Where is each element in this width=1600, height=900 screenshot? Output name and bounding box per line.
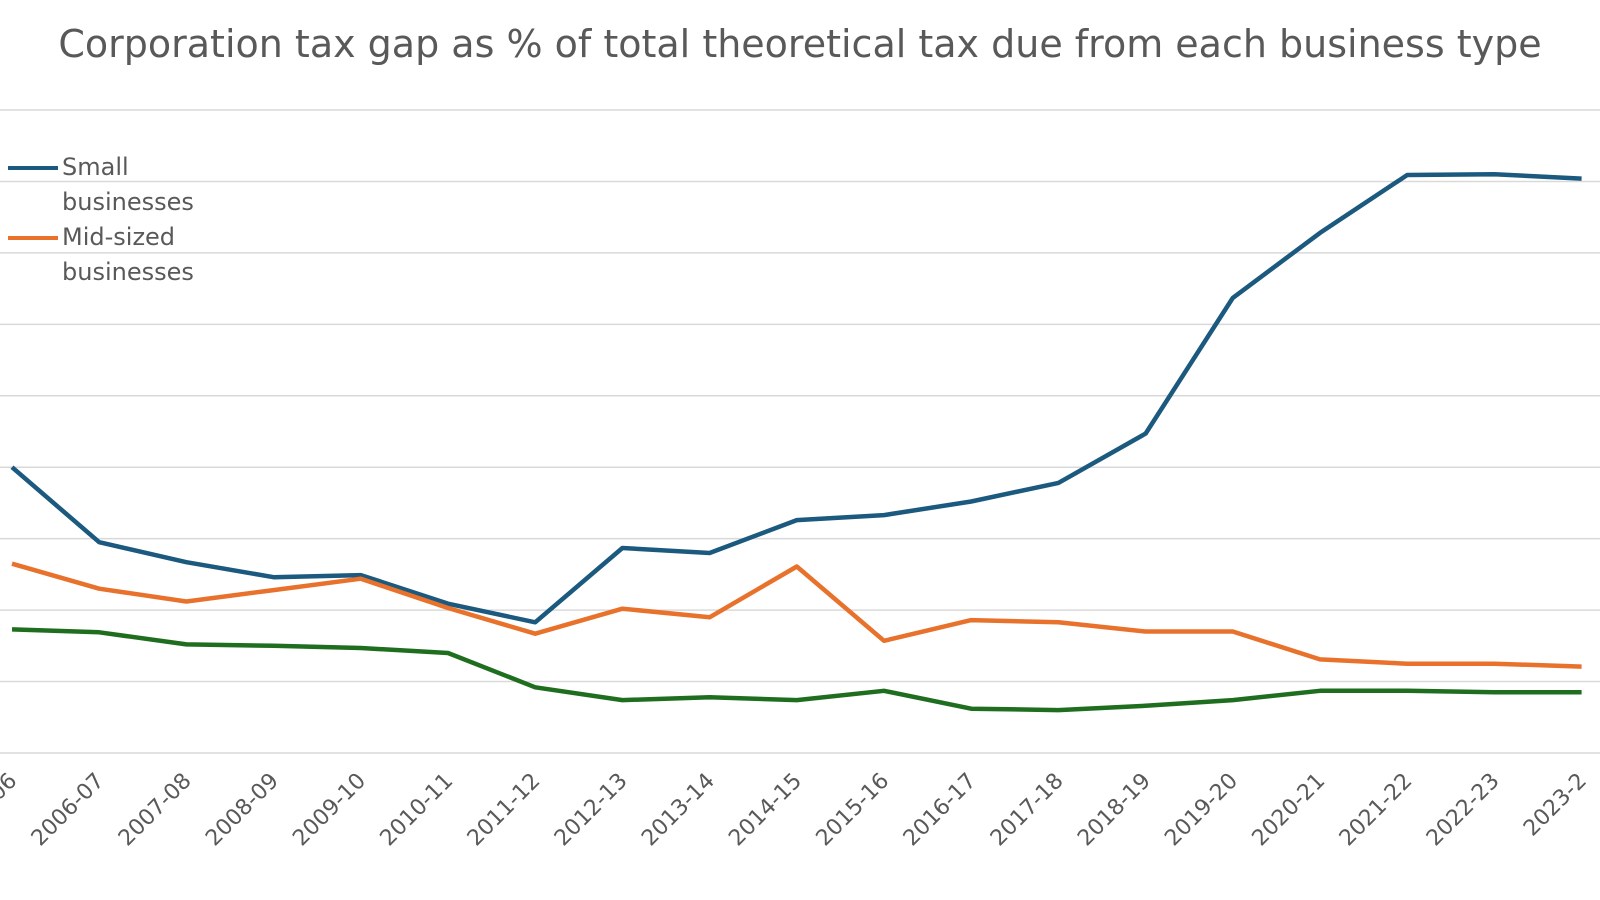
series-line-2 xyxy=(11,627,1582,713)
x-tick-label: 2007-08 xyxy=(114,769,197,852)
x-tick-label: 06 xyxy=(0,769,22,806)
legend-swatch-mid-sized xyxy=(8,236,58,240)
x-tick-label: 2017-18 xyxy=(986,769,1069,852)
x-tick-label: 2023-2 xyxy=(1519,769,1592,842)
x-tick-label: 2006-07 xyxy=(27,769,110,852)
x-tick-label: 2022-23 xyxy=(1422,769,1505,852)
legend-swatch-small xyxy=(8,166,58,170)
series-lines xyxy=(10,172,1582,713)
x-tick-label: 2009-10 xyxy=(288,769,371,852)
legend: Small businesses Mid-sized businesses xyxy=(8,150,208,290)
x-tick-label: 2012-13 xyxy=(550,769,633,852)
series-line-0 xyxy=(10,172,1582,625)
chart-title: Corporation tax gap as % of total theore… xyxy=(58,22,1542,66)
x-tick-label: 2013-14 xyxy=(637,769,720,852)
x-tick-label: 2019-20 xyxy=(1160,769,1243,852)
x-tick-label: 2011-12 xyxy=(463,769,546,852)
x-tick-label: 2014-15 xyxy=(724,769,807,852)
series-line-1 xyxy=(11,561,1582,669)
gridlines xyxy=(0,109,1600,754)
x-tick-label: 2020-21 xyxy=(1248,769,1331,852)
x-tick-label: 2018-19 xyxy=(1073,769,1156,852)
legend-item-small-businesses: Small businesses xyxy=(8,150,208,220)
x-axis-tick-labels: 06 2006-07 2007-08 2008-09 2009-10 2010-11 201… xyxy=(0,769,1592,852)
x-tick-label: 2021-22 xyxy=(1335,769,1418,852)
x-tick-label: 2010-11 xyxy=(376,769,459,852)
x-tick-label: 2015-16 xyxy=(812,769,895,852)
legend-item-mid-sized-businesses: Mid-sized businesses xyxy=(8,220,208,290)
x-tick-label: 2016-17 xyxy=(899,769,982,852)
x-tick-label: 2008-09 xyxy=(201,769,284,852)
legend-label-small: Small businesses xyxy=(62,153,194,216)
legend-label-mid-sized: Mid-sized businesses xyxy=(62,223,194,286)
